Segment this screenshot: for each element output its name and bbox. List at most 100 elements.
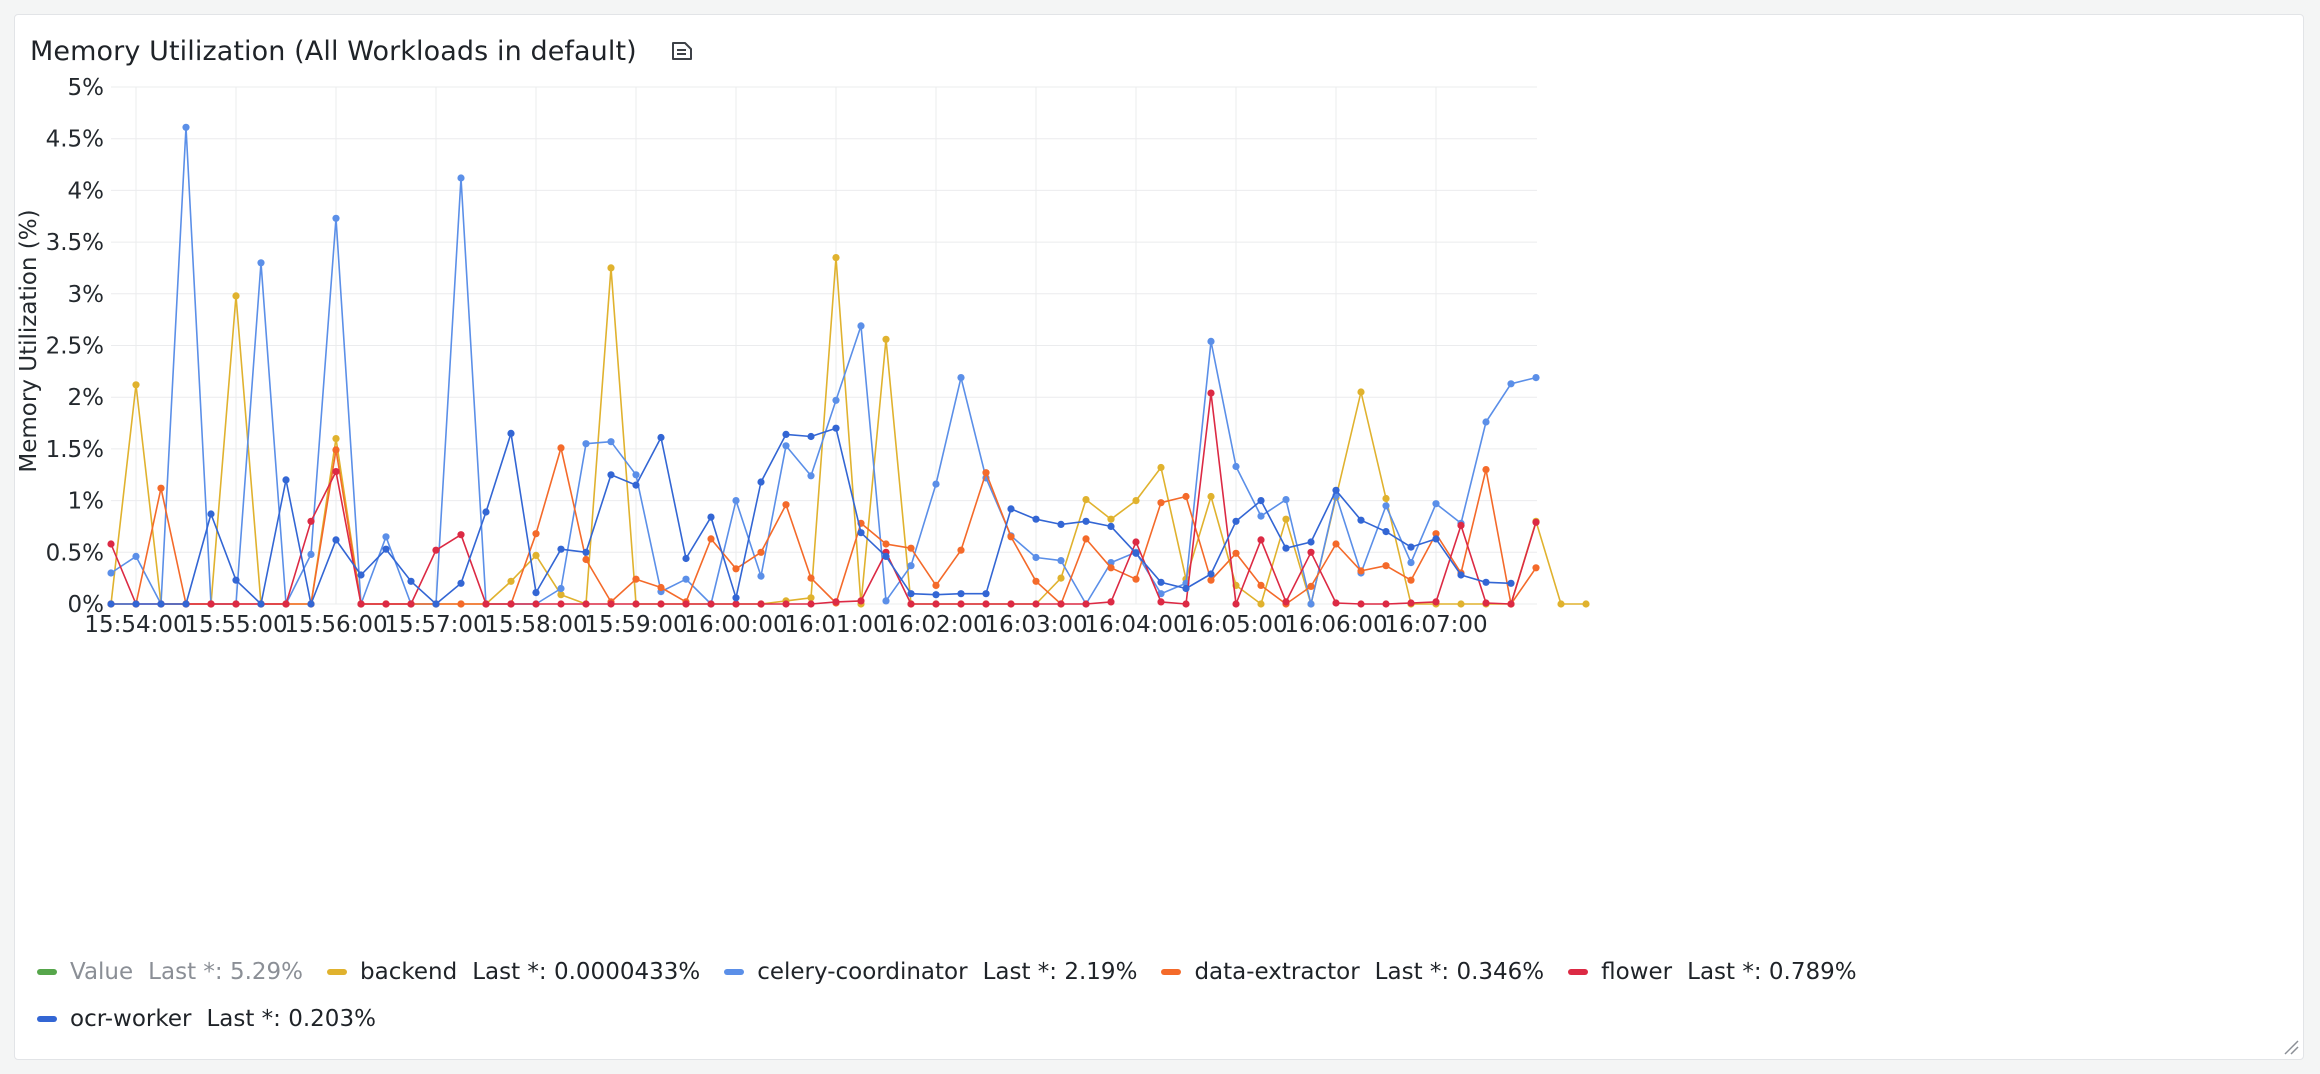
- data-point-celery-coordinator[interactable]: [1032, 553, 1040, 562]
- data-point-ocr-worker[interactable]: [407, 577, 415, 585]
- data-point-data-extractor[interactable]: [157, 484, 165, 492]
- data-point-data-extractor[interactable]: [1082, 535, 1090, 543]
- data-point-backend[interactable]: [1107, 515, 1115, 523]
- data-point-flower[interactable]: [232, 600, 240, 608]
- data-point-celery-coordinator[interactable]: [307, 550, 315, 559]
- data-point-ocr-worker[interactable]: [1457, 571, 1465, 579]
- data-point-backend[interactable]: [1282, 515, 1290, 523]
- data-point-data-extractor[interactable]: [657, 583, 665, 592]
- legend-item-ocr-worker[interactable]: ocr-worker Last *: 0.203%: [37, 1002, 376, 1036]
- data-point-ocr-worker[interactable]: [1407, 543, 1415, 551]
- data-point-celery-coordinator[interactable]: [1532, 374, 1540, 382]
- data-point-ocr-worker[interactable]: [457, 579, 465, 587]
- data-point-data-extractor[interactable]: [932, 581, 940, 590]
- data-point-ocr-worker[interactable]: [1082, 517, 1090, 525]
- data-point-flower[interactable]: [532, 600, 540, 608]
- data-point-celery-coordinator[interactable]: [1507, 380, 1515, 388]
- data-point-flower[interactable]: [1057, 600, 1065, 608]
- data-point-flower[interactable]: [1107, 598, 1115, 606]
- data-point-data-extractor[interactable]: [807, 574, 815, 582]
- data-point-flower[interactable]: [1132, 538, 1140, 546]
- data-point-ocr-worker[interactable]: [1032, 515, 1040, 523]
- data-point-celery-coordinator[interactable]: [1282, 496, 1290, 504]
- data-point-flower[interactable]: [1007, 600, 1015, 608]
- data-point-celery-coordinator[interactable]: [832, 396, 840, 404]
- data-point-ocr-worker[interactable]: [807, 432, 815, 441]
- data-point-ocr-worker[interactable]: [1007, 505, 1015, 513]
- data-point-celery-coordinator[interactable]: [257, 259, 265, 267]
- data-point-ocr-worker[interactable]: [857, 529, 865, 537]
- data-point-ocr-worker[interactable]: [232, 576, 240, 584]
- data-point-ocr-worker[interactable]: [1232, 517, 1240, 525]
- data-point-celery-coordinator[interactable]: [1207, 337, 1215, 345]
- data-point-flower[interactable]: [857, 597, 865, 605]
- data-point-flower[interactable]: [982, 600, 990, 608]
- data-point-flower[interactable]: [1507, 600, 1515, 608]
- data-point-ocr-worker[interactable]: [1307, 538, 1315, 546]
- data-point-data-extractor[interactable]: [1482, 466, 1490, 474]
- data-point-ocr-worker[interactable]: [1282, 544, 1290, 552]
- data-point-flower[interactable]: [782, 600, 790, 608]
- data-point-backend[interactable]: [1582, 600, 1590, 608]
- data-point-flower[interactable]: [907, 600, 915, 608]
- data-point-backend[interactable]: [1057, 574, 1065, 582]
- data-point-celery-coordinator[interactable]: [1257, 512, 1265, 520]
- data-point-celery-coordinator[interactable]: [1107, 559, 1115, 567]
- data-point-celery-coordinator[interactable]: [132, 552, 140, 561]
- data-point-backend[interactable]: [832, 254, 840, 262]
- data-point-backend[interactable]: [557, 591, 565, 599]
- data-point-celery-coordinator[interactable]: [582, 440, 590, 448]
- data-point-data-extractor[interactable]: [1382, 562, 1390, 570]
- data-point-ocr-worker[interactable]: [607, 471, 615, 479]
- data-point-backend[interactable]: [1457, 600, 1465, 608]
- data-point-flower[interactable]: [632, 600, 640, 608]
- data-point-ocr-worker[interactable]: [1257, 497, 1265, 505]
- data-point-celery-coordinator[interactable]: [807, 472, 815, 480]
- data-point-backend[interactable]: [882, 335, 890, 343]
- data-point-ocr-worker[interactable]: [1132, 549, 1140, 557]
- data-point-data-extractor[interactable]: [557, 444, 565, 452]
- data-point-ocr-worker[interactable]: [307, 600, 315, 608]
- data-point-flower[interactable]: [1332, 599, 1340, 607]
- data-point-celery-coordinator[interactable]: [1432, 500, 1440, 508]
- data-point-celery-coordinator[interactable]: [1482, 418, 1490, 426]
- data-point-ocr-worker[interactable]: [1357, 516, 1365, 524]
- data-point-data-extractor[interactable]: [632, 575, 640, 583]
- data-point-flower[interactable]: [682, 600, 690, 608]
- data-point-flower[interactable]: [1407, 599, 1415, 607]
- data-point-celery-coordinator[interactable]: [1407, 559, 1415, 567]
- data-point-backend[interactable]: [1257, 600, 1265, 608]
- data-point-ocr-worker[interactable]: [757, 478, 765, 486]
- data-point-data-extractor[interactable]: [732, 565, 740, 573]
- data-point-ocr-worker[interactable]: [1207, 570, 1215, 578]
- data-point-data-extractor[interactable]: [1357, 567, 1365, 575]
- data-point-celery-coordinator[interactable]: [632, 471, 640, 479]
- data-point-flower[interactable]: [1257, 536, 1265, 544]
- data-point-flower[interactable]: [1432, 598, 1440, 606]
- data-point-flower[interactable]: [657, 600, 665, 608]
- data-point-flower[interactable]: [957, 600, 965, 608]
- data-point-ocr-worker[interactable]: [832, 424, 840, 432]
- data-point-ocr-worker[interactable]: [1057, 520, 1065, 528]
- data-point-data-extractor[interactable]: [1332, 540, 1340, 548]
- data-point-ocr-worker[interactable]: [157, 600, 165, 608]
- data-point-ocr-worker[interactable]: [332, 536, 340, 544]
- data-point-ocr-worker[interactable]: [132, 600, 140, 608]
- data-point-flower[interactable]: [1357, 600, 1365, 608]
- data-point-ocr-worker[interactable]: [957, 590, 965, 598]
- data-point-data-extractor[interactable]: [1032, 577, 1040, 585]
- data-point-ocr-worker[interactable]: [632, 481, 640, 489]
- data-point-ocr-worker[interactable]: [532, 589, 540, 597]
- data-point-data-extractor[interactable]: [907, 544, 915, 552]
- data-point-flower[interactable]: [357, 600, 365, 608]
- data-point-ocr-worker[interactable]: [1432, 535, 1440, 543]
- data-point-data-extractor[interactable]: [1232, 549, 1240, 557]
- data-point-ocr-worker[interactable]: [582, 548, 590, 556]
- data-point-ocr-worker[interactable]: [1182, 584, 1190, 593]
- data-point-data-extractor[interactable]: [332, 446, 340, 454]
- data-point-data-extractor[interactable]: [457, 600, 465, 608]
- data-point-celery-coordinator[interactable]: [332, 214, 340, 222]
- data-point-backend[interactable]: [1157, 463, 1165, 472]
- data-point-celery-coordinator[interactable]: [1232, 462, 1240, 471]
- data-point-ocr-worker[interactable]: [1332, 486, 1340, 494]
